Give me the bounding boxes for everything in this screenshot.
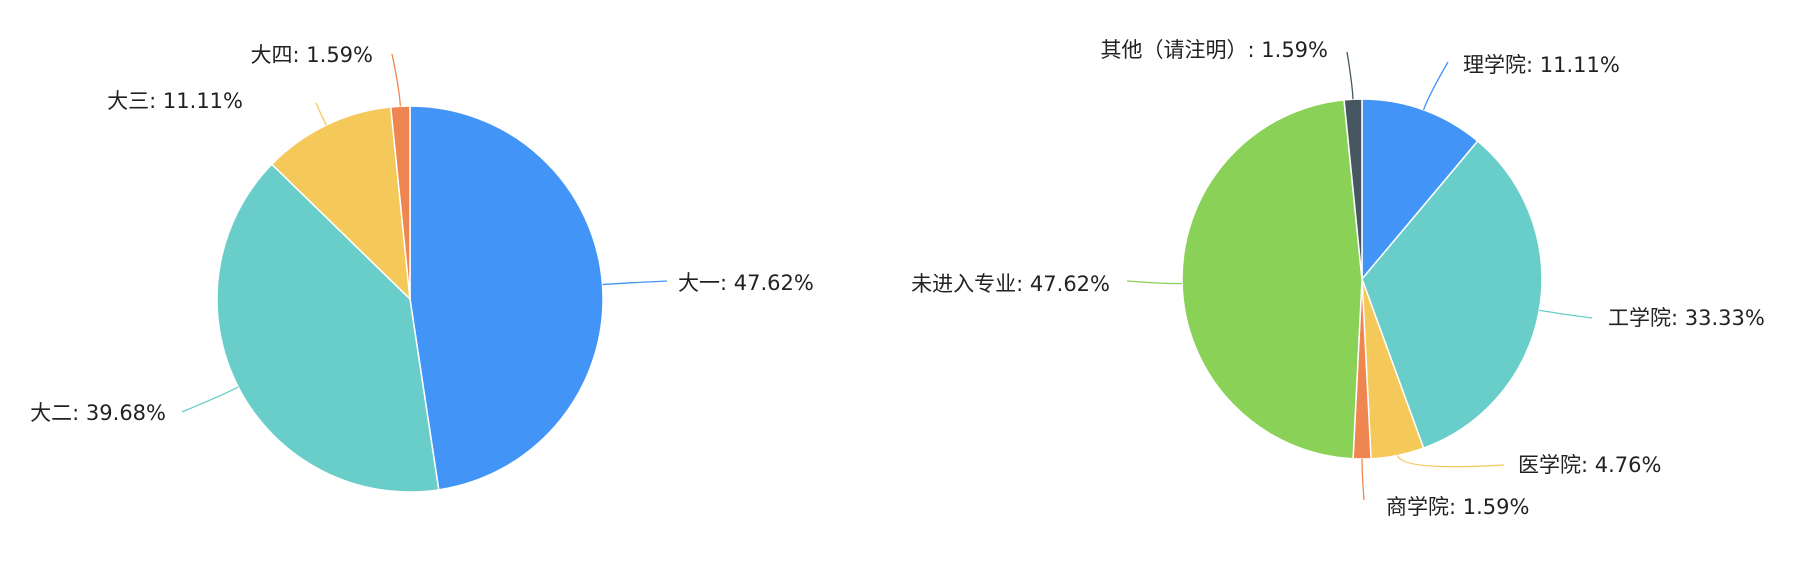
pie-chart-college: 理学院: 11.11% 工学院: 33.33% 医学院: 4.76% 商学院: 1.5… (911, 38, 1765, 519)
label-line-item-0 (1422, 61, 1449, 111)
label-line-item-1 (1539, 309, 1593, 319)
slice-label-item-0: 理学院: 11.11% (1463, 53, 1620, 77)
slice-label-item-0: 大一: 47.62% (678, 271, 814, 295)
label-line-item-3 (1361, 458, 1365, 501)
pie-chart-year: 大一: 47.62% 大二: 39.68% 大三: 11.11% 大四: 1.59% (30, 43, 814, 493)
label-line-item-2 (315, 102, 327, 126)
label-line-item-2 (1397, 455, 1505, 468)
label-line-item-4 (1126, 280, 1183, 285)
slice-label-item-4: 未进入专业: 47.62% (911, 272, 1110, 296)
slice-label-item-5: 其他（请注明）: 1.59% (1101, 38, 1328, 62)
pie-slice-item-5[interactable] (1343, 98, 1363, 280)
slice-label-item-3: 大四: 1.59% (251, 43, 373, 67)
pie-slice-item-0[interactable] (1361, 98, 1479, 282)
label-line-item-5 (1346, 51, 1354, 100)
label-line-item-3 (391, 53, 402, 107)
label-line-item-1 (181, 386, 239, 413)
pie-slice-item-0[interactable] (409, 105, 604, 491)
slice-label-item-2: 大三: 11.11% (107, 89, 243, 113)
slice-label-item-1: 工学院: 33.33% (1608, 306, 1765, 330)
slice-label-item-1: 大二: 39.68% (30, 401, 166, 425)
label-line-item-0 (602, 280, 668, 286)
pie-slice-item-4[interactable] (1181, 99, 1363, 460)
slice-label-item-3: 商学院: 1.59% (1386, 495, 1529, 519)
slice-label-item-2: 医学院: 4.76% (1518, 453, 1661, 477)
